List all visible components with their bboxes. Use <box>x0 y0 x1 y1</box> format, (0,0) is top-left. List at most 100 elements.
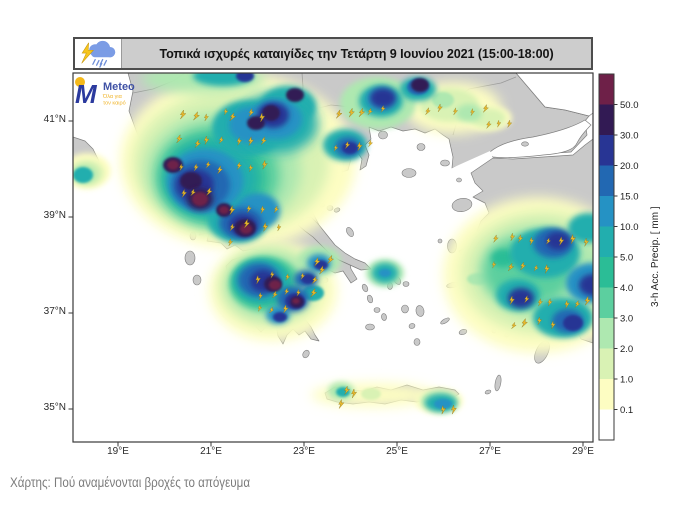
precip-cell <box>240 224 252 234</box>
lightning-icon <box>257 304 263 312</box>
lat-tick-label: 35°N <box>43 402 66 413</box>
precip-cell <box>579 274 593 296</box>
lightning-icon <box>272 290 278 299</box>
lightning-icon <box>255 274 261 284</box>
lightning-icon <box>453 107 458 116</box>
precip-cell <box>508 288 534 308</box>
lightning-icon <box>574 300 581 308</box>
island <box>416 143 426 151</box>
island <box>408 323 416 329</box>
lightning-icon <box>425 107 431 115</box>
colorbar-tick-label: 20.0 <box>620 161 639 172</box>
lightning-icon <box>179 109 187 120</box>
island <box>346 227 354 237</box>
logo-m: M <box>75 79 98 109</box>
axis-ticks <box>68 120 584 447</box>
lon-tick-label: 23°E <box>293 446 315 457</box>
colorbar-tick-label: 2.0 <box>620 344 633 355</box>
colorbar-tick-label: 0.1 <box>620 405 633 416</box>
lightning-icon <box>345 140 351 149</box>
map-area: M Meteo Όλα για τον καιρό <box>68 72 594 447</box>
lightning-icon <box>248 108 255 117</box>
lightning-icon <box>470 108 475 116</box>
precip-cell <box>491 249 515 267</box>
rain-streaks <box>92 58 108 68</box>
lightning-icon <box>517 234 524 243</box>
island <box>192 274 202 286</box>
lon-tick-label: 19°E <box>107 446 129 457</box>
lightning-icon <box>229 223 236 231</box>
precip-cell <box>73 167 93 183</box>
lightning-icon <box>223 107 229 116</box>
lightning-icon <box>229 112 237 121</box>
lightning-icon <box>544 263 550 274</box>
lightning-icon <box>546 237 551 245</box>
lightning-icon <box>584 295 591 306</box>
precip-cell <box>219 206 229 214</box>
figure-caption: Χάρτης: Πού αναμένονται βροχές το απόγευ… <box>10 475 251 490</box>
colorbar: 50.0 30.0 20.0 15.0 10.0 5.0 4.0 3.0 2.0 1.0 0.1 <box>598 73 659 441</box>
island <box>456 177 462 183</box>
lightning-icon <box>270 270 275 279</box>
lightning-icon <box>273 205 279 213</box>
colorbar-segment <box>599 226 614 258</box>
island <box>458 328 468 336</box>
colorbar-tick-label: 5.0 <box>620 252 633 263</box>
island <box>401 168 417 178</box>
lightning-icon <box>179 163 184 171</box>
lat-tick-label: 37°N <box>43 306 66 317</box>
precip-cell <box>273 312 287 322</box>
precip-cell <box>292 298 300 304</box>
lightning-icon <box>236 161 242 170</box>
island <box>302 349 310 359</box>
lightning-icon <box>367 107 373 115</box>
lightning-icon <box>310 288 318 298</box>
lightning-icon <box>510 232 516 241</box>
precip-cell <box>546 232 570 250</box>
lightning-icon <box>491 261 497 269</box>
logo-slogan-2: τον καιρό <box>103 100 126 107</box>
precip-cell <box>336 387 350 397</box>
precip-cell <box>432 92 454 108</box>
lightning-icon <box>206 187 213 196</box>
precip-cell <box>361 388 381 400</box>
lightning-icon <box>181 188 187 198</box>
lon-tick-label: 21°E <box>200 446 222 457</box>
lightning-icon <box>336 109 343 119</box>
lightning-icon <box>511 321 517 329</box>
lightning-icon <box>319 265 326 275</box>
lightning-icon <box>437 103 443 113</box>
lightning-icon <box>351 388 358 399</box>
lightning-icon <box>193 111 200 121</box>
colorbar-tick-label: 1.0 <box>620 374 633 385</box>
island <box>381 313 387 321</box>
colorbar-segment <box>599 104 614 136</box>
land-euboea <box>297 216 372 271</box>
island <box>451 198 473 212</box>
colorbar-segment <box>599 257 614 288</box>
island <box>402 281 410 287</box>
lightning-icon <box>333 144 339 152</box>
colorbar-segment <box>599 135 614 166</box>
logo-slogan-1: Όλα για <box>102 94 123 100</box>
lightning-markers <box>176 103 591 415</box>
cloud-shape <box>89 40 116 57</box>
lightning-icon <box>493 234 499 243</box>
lightning-icon <box>451 404 457 415</box>
lightning-icon <box>260 205 266 214</box>
black-sea-corner <box>515 73 593 117</box>
lightning-icon <box>204 113 209 122</box>
sea-of-marmara <box>489 119 592 159</box>
colorbar-segment <box>599 196 614 227</box>
island <box>373 307 381 313</box>
precip-cell <box>434 399 452 409</box>
lightning-icon <box>217 165 223 174</box>
lightning-icon <box>327 254 334 264</box>
island <box>521 141 529 147</box>
lightning-icon <box>229 204 236 215</box>
lightning-icon <box>338 398 345 409</box>
precip-cell <box>370 88 396 108</box>
lightning-icon <box>348 107 355 118</box>
colorbar-tick-label: 4.0 <box>620 283 633 294</box>
precip-cell <box>456 104 482 122</box>
